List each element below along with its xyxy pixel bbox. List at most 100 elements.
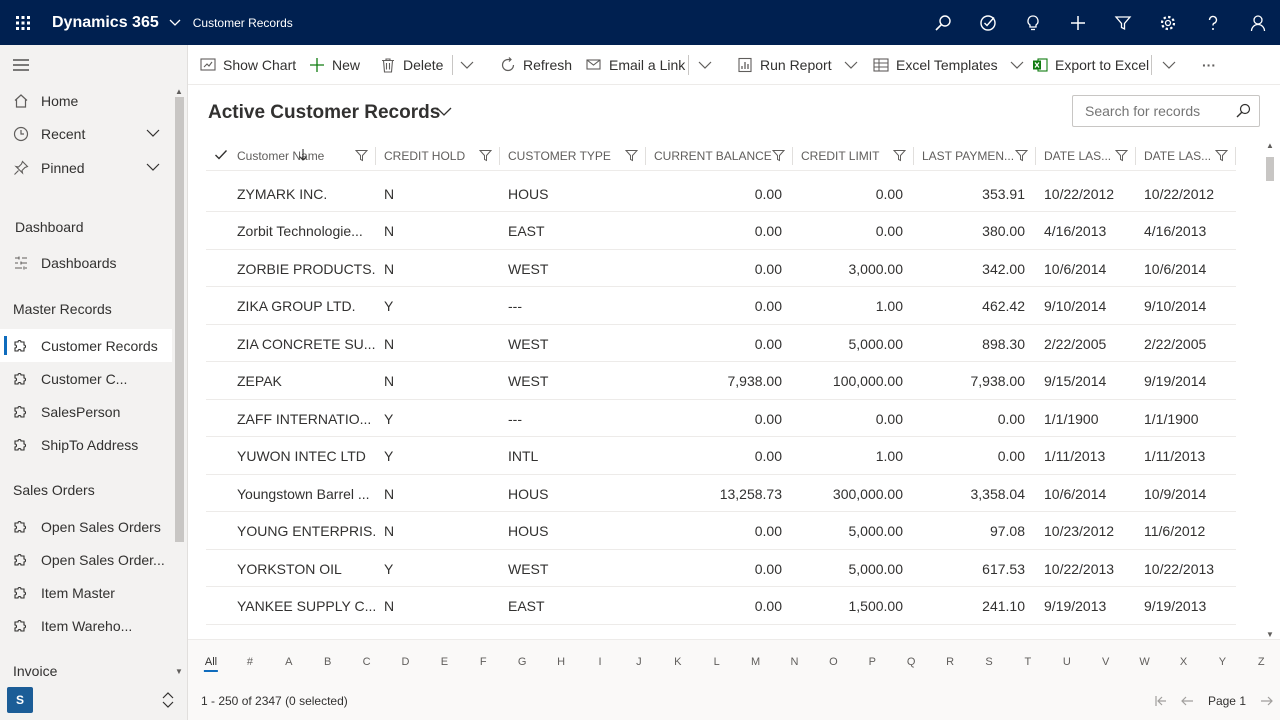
chevron-down-icon[interactable] [169, 19, 185, 27]
alpha-filter-letter[interactable]: C [362, 656, 371, 668]
table-row[interactable]: YALE LIFT TRUCKSNEAST0.005,000.001,000.0… [206, 625, 1236, 640]
alpha-filter-letter[interactable]: K [674, 656, 682, 668]
filter-icon[interactable] [1214, 149, 1229, 165]
alpha-filter-letter[interactable]: Y [1218, 656, 1227, 668]
avatar[interactable]: S [7, 687, 33, 713]
customer-name-cell[interactable]: YUWON INTEC LTD [237, 448, 366, 464]
table-row[interactable]: YOUNG ENTERPRIS... N HOUS 0.00 5,000.00 97.08… [206, 513, 1236, 550]
lightbulb-icon[interactable] [1010, 0, 1055, 45]
alpha-filter-letter[interactable]: G [517, 656, 527, 668]
scroll-down-icon[interactable]: ▼ [1266, 630, 1274, 639]
email-dropdown[interactable] [698, 45, 712, 85]
select-all-checkmark-icon[interactable] [214, 148, 228, 165]
filter-icon[interactable] [1114, 149, 1129, 165]
customer-name-cell[interactable]: YOUNG ENTERPRIS... [237, 523, 376, 539]
customer-name-cell[interactable]: YORKSTON OIL [237, 560, 342, 577]
column-header[interactable]: DATE LAS... [1036, 141, 1136, 171]
sidebar-item-open-sales-order-lines[interactable]: Open Sales Order... [0, 543, 172, 576]
table-row[interactable]: YANKEE SUPPLY C... N EAST 0.00 1,500.00 241.1… [206, 588, 1236, 625]
alpha-filter-letter[interactable]: Z [1257, 656, 1265, 668]
hamburger-menu-icon[interactable] [12, 57, 30, 73]
scrollbar-thumb[interactable] [175, 97, 184, 542]
table-row[interactable]: ZAFF INTERNATIO... Y --- 0.00 0.00 0.00 1/1/19… [206, 400, 1236, 437]
sidebar-scrollbar[interactable]: ▲ ▼ [173, 85, 185, 680]
column-divider[interactable] [1235, 147, 1236, 165]
filter-icon[interactable] [354, 149, 369, 165]
alpha-filter-letter[interactable]: M [751, 656, 761, 668]
table-row[interactable]: ZIKA GROUP LTD. Y --- 0.00 1.00 462.42 9/10/20… [206, 288, 1236, 325]
new-button[interactable]: New [308, 45, 360, 85]
table-row[interactable]: YUWON INTEC LTD Y INTL 0.00 1.00 0.00 1/11/201… [206, 438, 1236, 475]
column-header[interactable]: CUSTOMER TYPE [500, 141, 646, 171]
customer-name-cell[interactable]: Zorbit Technologie... [237, 223, 363, 239]
alpha-filter-letter[interactable]: U [1062, 656, 1071, 668]
filter-icon[interactable] [771, 149, 786, 165]
export-dropdown[interactable] [1162, 45, 1176, 85]
alpha-filter-letter[interactable]: L [713, 656, 720, 668]
alpha-filter-letter[interactable]: S [985, 656, 993, 668]
alpha-filter-letter[interactable]: X [1179, 656, 1188, 668]
sidebar-item-item-warehouse[interactable]: Item Wareho... [0, 609, 172, 642]
email-link-button[interactable]: Email a Link [585, 45, 685, 85]
search-box[interactable] [1072, 95, 1260, 127]
column-header[interactable]: LAST PAYMEN... [914, 141, 1036, 171]
settings-icon[interactable] [1145, 0, 1190, 45]
alpha-filter-letter[interactable]: F [479, 656, 487, 668]
table-row[interactable]: Youngstown Barrel ... N HOUS 13,258.73 300,0… [206, 475, 1236, 512]
more-actions-dropdown[interactable] [460, 45, 474, 85]
next-page-icon[interactable] [1254, 688, 1280, 714]
scrollbar-thumb[interactable] [1266, 157, 1274, 181]
chevron-up-down-icon[interactable] [162, 692, 174, 711]
alpha-filter-letter[interactable]: V [1102, 656, 1110, 668]
column-header[interactable]: CREDIT LIMIT [793, 141, 914, 171]
sidebar-item-customer-records[interactable]: Customer Records [0, 329, 172, 362]
column-divider[interactable] [645, 147, 646, 165]
alpha-filter-letter[interactable]: O [829, 656, 838, 668]
alpha-filter-letter[interactable]: N [790, 656, 799, 668]
view-title[interactable]: Active Customer Records [208, 102, 441, 123]
customer-name-cell[interactable]: ZORBIE PRODUCTS... [237, 260, 376, 277]
previous-page-icon[interactable] [1174, 688, 1200, 714]
alpha-filter-letter[interactable]: # [246, 656, 253, 668]
filter-icon[interactable] [1100, 0, 1145, 45]
column-divider[interactable] [1135, 147, 1136, 165]
filter-icon[interactable] [478, 149, 493, 165]
alpha-filter-all[interactable]: All [203, 656, 219, 672]
alpha-filter-letter[interactable]: J [636, 656, 642, 668]
alpha-filter-letter[interactable]: W [1139, 656, 1150, 668]
refresh-button[interactable]: Refresh [499, 45, 572, 85]
search-icon[interactable] [1235, 103, 1251, 122]
filter-icon[interactable] [624, 149, 639, 165]
alpha-filter-letter[interactable]: A [285, 656, 293, 668]
alpha-filter-letter[interactable]: E [440, 656, 449, 668]
table-row[interactable]: ZORBIE PRODUCTS... N WEST 0.00 3,000.00 342.0… [206, 250, 1236, 287]
column-header[interactable]: DATE LAS... [1136, 141, 1236, 171]
area-switcher[interactable]: S [0, 680, 188, 720]
scroll-up-icon[interactable]: ▲ [1266, 141, 1274, 150]
first-page-icon[interactable] [1148, 688, 1174, 714]
table-row[interactable]: YORKSTON OIL Y WEST 0.00 5,000.00 617.53 10/22… [206, 550, 1236, 587]
delete-button[interactable]: Delete [379, 45, 443, 85]
view-selector-chevron-icon[interactable] [436, 105, 452, 121]
chevron-down-icon[interactable] [146, 160, 160, 177]
customer-name-cell[interactable]: ZAFF INTERNATIO... [237, 410, 372, 427]
table-row[interactable]: ZIA CONCRETE SU... N WEST 0.00 5,000.00 898.3… [206, 325, 1236, 362]
help-icon[interactable] [1190, 0, 1235, 45]
alpha-filter-letter[interactable]: P [868, 656, 876, 668]
table-row[interactable]: ZYMARK INC. N HOUS 0.00 0.00 353.91 10/22/2012… [206, 175, 1236, 212]
more-commands-button[interactable]: ··· [1202, 57, 1216, 73]
export-excel-button[interactable]: Export to Excel [1031, 45, 1149, 85]
task-icon[interactable] [965, 0, 1010, 45]
sidebar-item-customer-c[interactable]: Customer C... [0, 362, 172, 395]
sidebar-item-recent[interactable]: Recent [0, 117, 172, 150]
sidebar-item-pinned[interactable]: Pinned [0, 151, 172, 184]
column-divider[interactable] [499, 147, 500, 165]
sidebar-item-item-master[interactable]: Item Master [0, 576, 172, 609]
customer-name-cell[interactable]: ZYMARK INC. [237, 185, 328, 202]
sidebar-item-open-sales-orders[interactable]: Open Sales Orders [0, 510, 172, 543]
filter-icon[interactable] [892, 149, 907, 165]
column-header[interactable]: CREDIT HOLD [376, 141, 500, 171]
alpha-filter-letter[interactable]: R [946, 656, 955, 668]
search-input[interactable] [1085, 103, 1225, 119]
filter-icon[interactable] [1014, 149, 1029, 165]
